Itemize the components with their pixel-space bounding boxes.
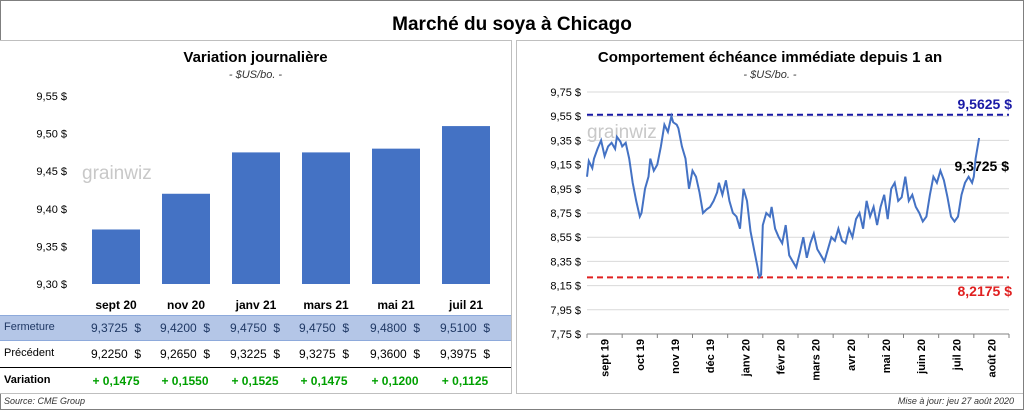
line-y-tick-label: 9,55 $ bbox=[550, 111, 581, 123]
row-label-precedent: Précédent bbox=[4, 347, 55, 359]
line-x-tick-label: sept 19 bbox=[600, 339, 612, 377]
line-y-tick-label: 8,35 $ bbox=[550, 256, 581, 268]
low-value-label: 8,2175 $ bbox=[958, 283, 1013, 299]
line-y-tick-label: 9,15 $ bbox=[550, 160, 581, 172]
daily-variation-panel: Variation journalière - $US/bo. - 9,30 $… bbox=[0, 40, 512, 394]
line-y-tick-label: 8,75 $ bbox=[550, 208, 581, 220]
line-x-tick-label: janv 20 bbox=[740, 339, 752, 377]
bar bbox=[92, 229, 140, 284]
cell-precedent-0: 9,2250 $ bbox=[90, 347, 142, 361]
cell-variation-0: + 0,1475 bbox=[92, 374, 140, 388]
bar-x-tick-label: sept 20 bbox=[95, 298, 137, 312]
bar-y-tick-label: 9,45 $ bbox=[36, 166, 67, 178]
cell-fermeture-1: 9,4200 $ bbox=[159, 321, 211, 335]
front-month-panel: Comportement échéance immédiate depuis 1… bbox=[516, 40, 1023, 394]
watermark-logo: grainwiz bbox=[82, 163, 152, 184]
bar-x-tick-label: mai 21 bbox=[377, 298, 415, 312]
cell-variation-5: + 0,1125 bbox=[441, 374, 489, 388]
line-y-tick-label: 8,95 $ bbox=[550, 184, 581, 196]
bar-chart: 9,30 $ 9,35 $ 9,40 $ 9,45 $ 9,50 $ 9,55 $ grai… bbox=[36, 91, 490, 312]
line-y-tick-label: 7,95 $ bbox=[550, 305, 581, 317]
cell-precedent-5: 9,3975 $ bbox=[439, 347, 491, 361]
line-x-tick-label: févr 20 bbox=[775, 339, 787, 374]
bar-x-tick-label: mars 21 bbox=[303, 298, 349, 312]
table-row-precedent: Précédent 9,2250 $ 9,2650 $ 9,3225 $ 9,3… bbox=[0, 342, 511, 366]
cell-precedent-4: 9,3600 $ bbox=[369, 347, 421, 361]
bar-chart-subtitle: - $US/bo. - bbox=[228, 69, 283, 81]
cell-precedent-2: 9,3225 $ bbox=[229, 347, 281, 361]
line-y-tick-label: 9,35 $ bbox=[550, 135, 581, 147]
line-x-tick-label: juin 20 bbox=[916, 339, 928, 375]
watermark-logo: grainwiz bbox=[587, 122, 657, 143]
bar-x-tick-label: nov 20 bbox=[167, 298, 205, 312]
line-y-tick-label: 9,75 $ bbox=[550, 87, 581, 99]
page-title: Marché du soya à Chicago bbox=[392, 14, 632, 35]
price-line bbox=[586, 112, 981, 280]
cell-fermeture-2: 9,4750 $ bbox=[229, 321, 281, 335]
cell-fermeture-4: 9,4800 $ bbox=[369, 321, 421, 335]
bar-y-tick-label: 9,50 $ bbox=[36, 129, 67, 141]
bar bbox=[302, 152, 350, 284]
line-x-tick-label: déc 19 bbox=[705, 339, 717, 373]
cell-fermeture-3: 9,4750 $ bbox=[298, 321, 350, 335]
line-x-tick-label: avr 20 bbox=[846, 339, 858, 371]
line-x-tick-label: nov 19 bbox=[670, 339, 682, 374]
line-y-tick-label: 7,75 $ bbox=[550, 329, 581, 341]
bar-chart-title: Variation journalière bbox=[183, 49, 328, 66]
high-value-label: 9,5625 $ bbox=[958, 96, 1013, 112]
line-x-tick-label: mars 20 bbox=[811, 339, 823, 381]
line-x-tick-label: août 20 bbox=[986, 339, 998, 378]
cell-variation-2: + 0,1525 bbox=[231, 374, 279, 388]
table-row-fermeture: Fermeture 9,3725 $ 9,4200 $ 9,4750 $ 9,4… bbox=[0, 315, 511, 341]
cell-variation-4: + 0,1200 bbox=[371, 374, 419, 388]
line-chart-title: Comportement échéance immédiate depuis 1… bbox=[597, 49, 943, 66]
bar bbox=[232, 152, 280, 284]
bar-y-tick-label: 9,40 $ bbox=[36, 204, 67, 216]
line-x-tick-label: oct 19 bbox=[635, 339, 647, 371]
bar bbox=[372, 148, 420, 284]
bar bbox=[442, 126, 490, 284]
last-value-label: 9,3725 $ bbox=[955, 158, 1010, 174]
bar bbox=[162, 193, 210, 284]
update-note: Mise à jour: jeu 27 août 2020 bbox=[897, 396, 1014, 406]
cell-fermeture-5: 9,5100 $ bbox=[439, 321, 491, 335]
line-y-tick-label: 8,55 $ bbox=[550, 232, 581, 244]
bar-x-tick-label: juil 21 bbox=[448, 298, 483, 312]
row-label-fermeture: Fermeture bbox=[4, 321, 55, 333]
bar-y-tick-label: 9,35 $ bbox=[36, 241, 67, 253]
line-chart: 7,75 $ 7,95 $ 8,15 $ 8,35 $ 8,55 $ 8,75 $ 8,95… bbox=[550, 87, 1013, 381]
line-x-tick-label: juil 20 bbox=[951, 339, 963, 371]
bar-y-tick-label: 9,30 $ bbox=[36, 279, 67, 291]
table-row-variation: Variation + 0,1475 + 0,1550 + 0,1525 + 0… bbox=[0, 369, 511, 393]
table-divider bbox=[0, 367, 511, 368]
line-y-tick-label: 8,15 $ bbox=[550, 281, 581, 293]
cell-variation-1: + 0,1550 bbox=[161, 374, 209, 388]
bar-y-tick-label: 9,55 $ bbox=[36, 91, 67, 103]
bar-x-tick-label: janv 21 bbox=[235, 298, 277, 312]
cell-precedent-3: 9,3275 $ bbox=[298, 347, 350, 361]
cell-precedent-1: 9,2650 $ bbox=[159, 347, 211, 361]
row-label-variation: Variation bbox=[4, 374, 51, 386]
cell-variation-3: + 0,1475 bbox=[300, 374, 348, 388]
cell-fermeture-0: 9,3725 $ bbox=[90, 321, 142, 335]
source-note: Source: CME Group bbox=[4, 396, 86, 406]
line-chart-subtitle: - $US/bo. - bbox=[743, 69, 797, 81]
line-x-tick-label: mai 20 bbox=[881, 339, 893, 373]
